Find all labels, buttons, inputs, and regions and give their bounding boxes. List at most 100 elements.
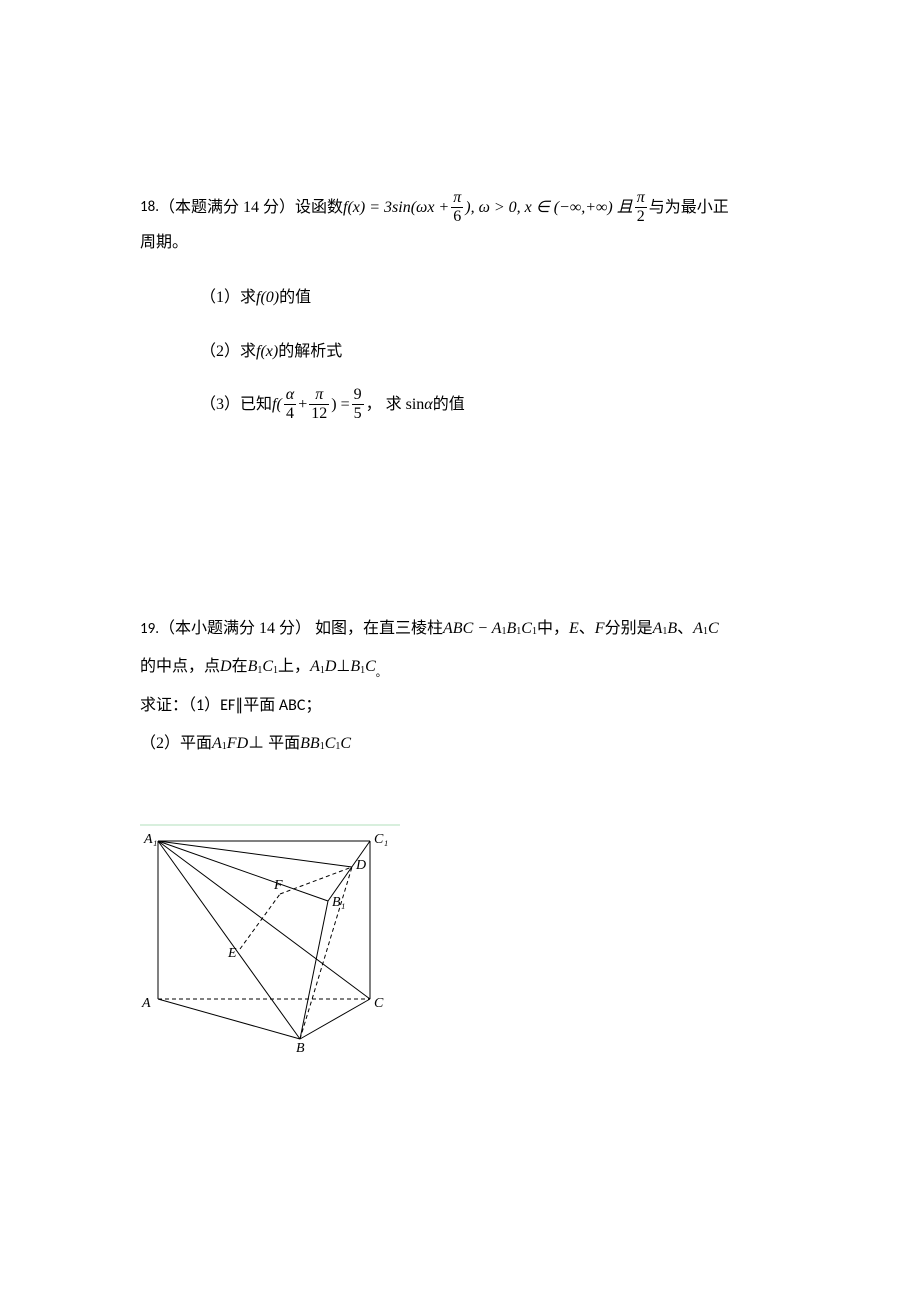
- mid: 中，: [537, 610, 569, 648]
- p2a: （2）平面: [140, 725, 212, 763]
- frac-den: 4: [284, 404, 296, 422]
- frac-den: 12: [309, 404, 329, 422]
- b1: B: [350, 648, 360, 686]
- fraction-pi-2: π 2: [635, 190, 647, 225]
- f: F: [595, 610, 605, 648]
- sub-1: 1: [257, 659, 262, 683]
- l2c: 上，: [278, 648, 310, 686]
- problem-18: 18. （本题满分 14 分）设函数 f(x) = 3sin(ωx + π 6 …: [140, 190, 780, 422]
- a1: A: [310, 648, 320, 686]
- bb: BB: [300, 725, 320, 763]
- p18-subitems: （1）求 f(0) 的值 （2）求 f(x) 的解析式 （3）已知 f( α 4…: [140, 280, 780, 422]
- s3-f: f(: [272, 387, 282, 422]
- p19-part2: （2）平面 A1 FD ⊥ 平面 BB1 C1 C: [140, 725, 780, 763]
- svg-text:F: F: [273, 878, 283, 893]
- d: D: [220, 648, 232, 686]
- p18-sub3: （3）已知 f( α 4 + π 12 ) = 9 5 ， 求 sin α: [200, 387, 780, 422]
- sub-1: 1: [662, 620, 667, 644]
- p19-line1: 19. （本小题满分 14 分） 如图，在直三棱柱 ABC − A1 B1 C1…: [140, 610, 780, 648]
- l2a: 的中点，点: [140, 648, 220, 686]
- e: E: [569, 610, 579, 648]
- a1: A: [653, 610, 663, 648]
- s3-eq: ) =: [331, 387, 349, 422]
- b: B: [667, 610, 677, 648]
- c: C: [365, 648, 376, 686]
- problem-number: 19.: [140, 611, 159, 647]
- sub-1: 1: [703, 620, 708, 644]
- svg-text:B: B: [296, 1041, 305, 1054]
- vertical-gap: [140, 440, 780, 610]
- b: B: [507, 610, 517, 648]
- d: D: [325, 648, 337, 686]
- c1: C: [262, 648, 273, 686]
- fraction-pi-6: π 6: [451, 190, 463, 225]
- s3-plus: +: [298, 387, 307, 422]
- sub-1: 1: [320, 735, 325, 759]
- svg-text:A: A: [141, 996, 151, 1011]
- p19-pre: （本小题满分 14 分） 如图，在直三棱柱: [159, 610, 443, 648]
- dashed-edges: [158, 867, 370, 1039]
- prism-diagram: A₁ C₁ B₁ D A C B E F: [140, 829, 400, 1054]
- c: C: [708, 610, 719, 648]
- svg-text:C: C: [374, 996, 384, 1011]
- c: C: [521, 610, 532, 648]
- p18-after-frac: ), ω > 0, x ∈ (−∞,+∞) 且: [465, 190, 633, 225]
- p18-fx-eq: f(x) = 3sin(ωx +: [343, 190, 449, 225]
- perp: ⊥ 平面: [248, 725, 300, 763]
- frac-den: 2: [635, 207, 647, 225]
- p18-sub2: （2）求 f(x) 的解析式: [200, 334, 780, 369]
- l2b: 在: [232, 648, 248, 686]
- fraction-pi-12: π 12: [309, 387, 329, 422]
- svg-text:C₁: C₁: [374, 832, 388, 847]
- frac-den: 5: [352, 404, 364, 422]
- sub-label: （1）求: [200, 280, 256, 315]
- problem-19: 19. （本小题满分 14 分） 如图，在直三棱柱 ABC − A1 B1 C1…: [140, 610, 780, 764]
- s3-alpha: α: [424, 387, 432, 422]
- b1: B: [248, 648, 258, 686]
- fraction-9-5: 9 5: [352, 387, 364, 422]
- sub-label: （2）求: [200, 334, 256, 369]
- svg-text:E: E: [227, 946, 237, 961]
- fd: FD: [227, 725, 248, 763]
- p18-line2: 周期。: [140, 225, 780, 260]
- svg-text:A₁: A₁: [143, 832, 157, 847]
- p19-line2: 的中点，点 D 在 B1 C1 上， A1 D ⊥ B1 C 。: [140, 648, 780, 686]
- svg-text:D: D: [355, 858, 366, 873]
- document-page: 18. （本题满分 14 分）设函数 f(x) = 3sin(ωx + π 6 …: [0, 0, 920, 1302]
- frac-num: π: [313, 387, 325, 404]
- l2end: 。: [376, 660, 387, 686]
- c: C: [340, 725, 351, 763]
- c1: C: [325, 725, 336, 763]
- sub-1: 1: [532, 620, 537, 644]
- sub-tail: 的值: [279, 280, 311, 315]
- p18-line1: 18. （本题满分 14 分）设函数 f(x) = 3sin(ωx + π 6 …: [140, 190, 780, 225]
- s3-mid: ， 求 sin: [366, 387, 425, 422]
- diagram-labels: A₁ C₁ B₁ D A C B E F: [141, 832, 388, 1054]
- frac-num: 9: [352, 387, 364, 404]
- frac-num: α: [284, 387, 296, 404]
- sub-expr: f(x): [256, 334, 278, 369]
- mid2: 分别是: [605, 610, 653, 648]
- sub-1: 1: [502, 620, 507, 644]
- prism-name: ABC − A: [443, 610, 502, 648]
- sub-1: 1: [335, 735, 340, 759]
- figure-rule: [140, 824, 400, 826]
- sub-1: 1: [273, 659, 278, 683]
- p18-sub1: （1）求 f(0) 的值: [200, 280, 780, 315]
- problem-number: 18.: [140, 191, 159, 224]
- sub-expr: f(0): [256, 280, 279, 315]
- p18-tail: 与为最小正: [649, 190, 729, 225]
- frac-num: π: [635, 190, 647, 207]
- sub-1: 1: [360, 659, 365, 683]
- dun: 、: [579, 610, 595, 648]
- frac-den: 6: [451, 207, 463, 225]
- sub-label: （3）已知: [200, 387, 272, 422]
- perp: ⊥: [336, 648, 350, 686]
- figure-19: A₁ C₁ B₁ D A C B E F: [140, 824, 780, 1054]
- sub-1: 1: [222, 735, 227, 759]
- a1: A: [693, 610, 703, 648]
- s3-tail: 的值: [433, 387, 465, 422]
- a1: A: [212, 725, 222, 763]
- solid-edges: [158, 841, 370, 1039]
- sub-1: 1: [516, 620, 521, 644]
